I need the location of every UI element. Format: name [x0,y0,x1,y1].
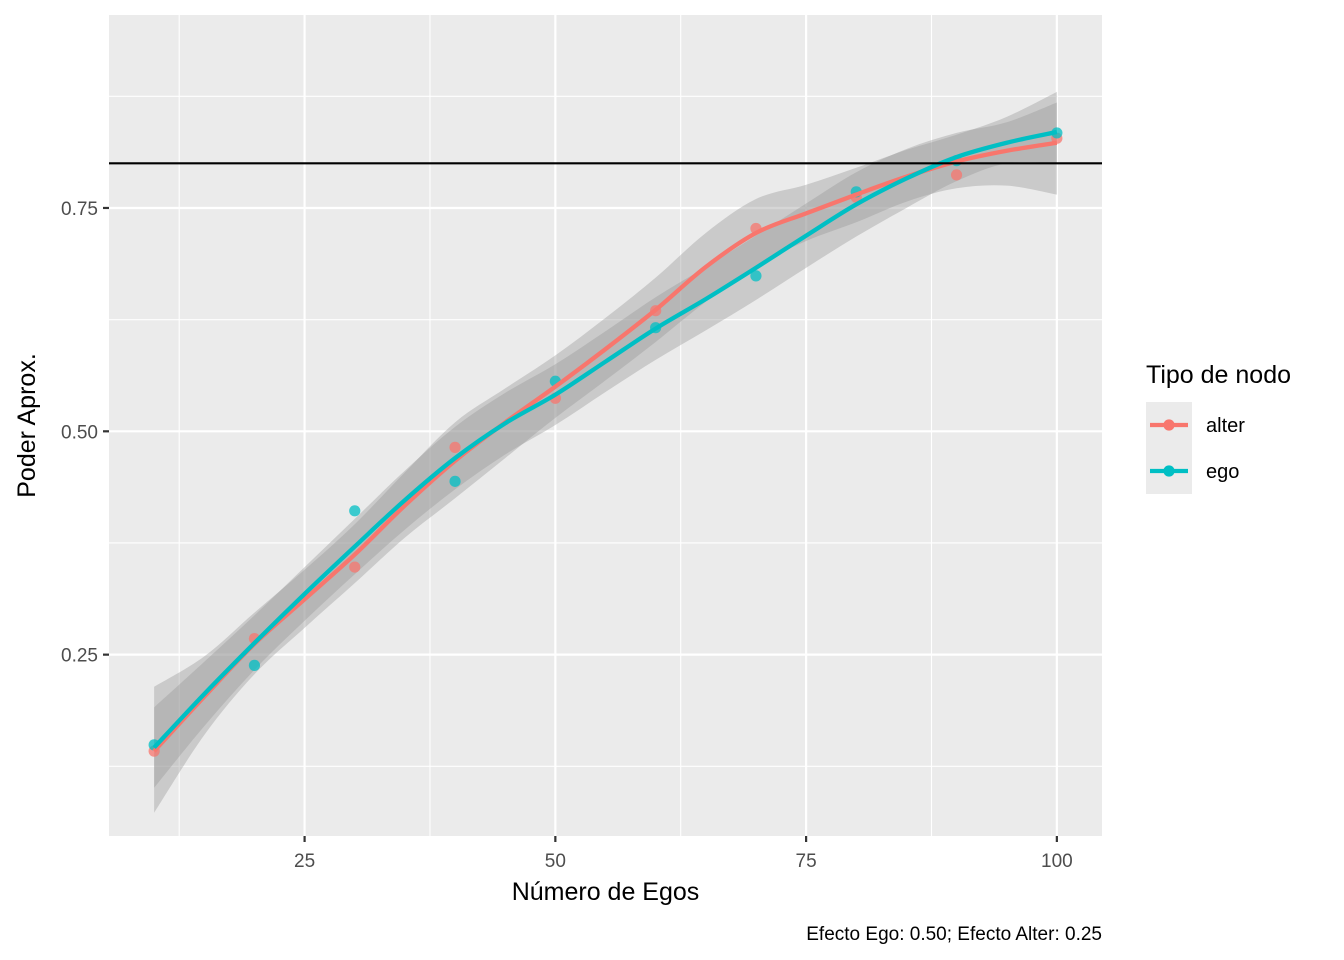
axis-ticks [103,206,1058,842]
x-tick-label-2: 75 [796,851,817,872]
legend-title: Tipo de nodo [1146,361,1291,389]
legend-key-point-ego [1163,465,1175,477]
smooth-lines [152,129,1058,753]
data-point-ego-6 [750,270,762,282]
y-axis-title: Poder Aprox. [13,353,41,498]
data-point-ego-3 [449,475,461,487]
y-tick-label-2: 0.75 [61,199,98,220]
major-gridlines [109,15,1102,836]
smooth-line-ego [152,129,1058,750]
legend: Tipo de nodo alter ego [1146,361,1291,494]
x-tick-label-1: 50 [545,851,566,872]
legend-keys [1150,419,1188,477]
tick-labels: 25 50 75 100 0.25 0.50 0.75 [61,199,1073,872]
legend-key-background [1146,402,1192,494]
minor-gridlines [109,15,1102,836]
legend-label-alter: alter [1206,415,1245,437]
data-point-alter-2 [349,561,361,573]
chart-caption: Efecto Ego: 0.50; Efecto Alter: 0.25 [806,924,1102,945]
legend-label-ego: ego [1206,461,1239,483]
x-tick-label-3: 100 [1041,851,1073,872]
confidence-ribbon-ego [154,102,1057,788]
x-axis-title: Número de Egos [512,878,700,906]
y-tick-label-1: 0.50 [61,422,98,443]
legend-key-point-alter [1163,419,1175,431]
data-point-alter-3 [449,441,461,453]
plot-panel [109,15,1102,836]
y-tick-label-0: 0.25 [61,646,98,667]
x-tick-label-0: 25 [294,851,315,872]
data-point-ego-1 [248,659,261,671]
data-point-ego-2 [349,505,361,517]
data-point-alter-8 [950,169,963,181]
